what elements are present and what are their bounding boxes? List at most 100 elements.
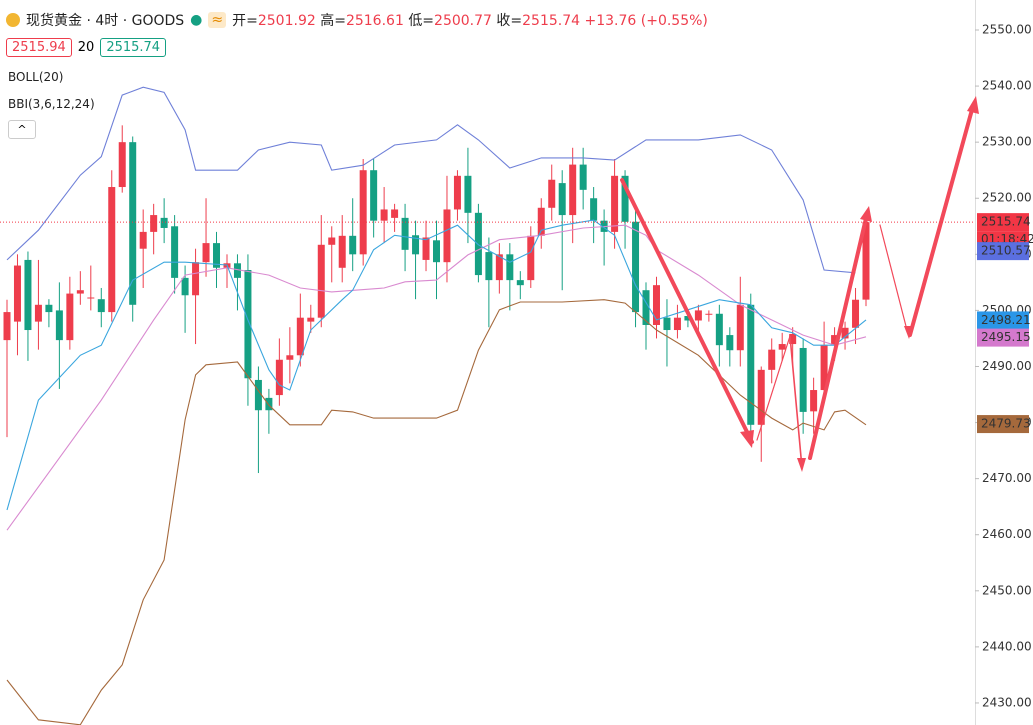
candle-body [810,390,818,412]
indicator-line [6,299,867,725]
candle-body [757,369,765,425]
y-tick-label: 2520.00 [982,191,1032,205]
price-tag [977,242,1029,261]
candle-body [747,304,755,425]
y-tick-label: 2460.00 [982,527,1032,541]
candle-body [768,349,776,370]
candle-body [370,170,378,221]
candle-body [715,313,723,346]
candle-body [726,335,734,351]
price-tag-label: 2510.57 [981,244,1031,258]
collapse-button[interactable]: ^ [8,120,36,139]
candle-body [537,207,545,236]
candle-body [129,142,137,305]
candle-body [495,254,503,281]
candle-body [673,317,681,331]
candle-body [611,175,619,232]
candle-body [736,304,744,351]
ask[interactable]: 2515.74 [100,38,167,57]
candle-body [652,285,660,325]
candle-body [338,235,346,268]
y-tick-label: 2550.00 [982,23,1032,37]
plot [3,86,870,725]
candle-body [391,209,399,218]
candle-body [433,240,440,263]
candle-body [820,345,828,391]
candle-body [621,175,629,222]
price-tag-label: 2479.73 [981,417,1031,431]
candle-body [663,317,671,331]
candle-body [558,183,566,216]
candle-body [579,164,587,190]
candle-body [139,231,147,249]
candle-body [474,212,482,276]
symbol: 现货黄金 · 4时 · GOODS [26,13,185,29]
ohlc: 开=2501.92 高=2516.61 低=2500.77 收=2515.74 … [232,10,708,30]
candle-body [66,293,74,341]
candle-body [862,222,870,300]
candle-body [548,179,556,208]
indicator-line [6,86,856,274]
candle-body [317,244,325,318]
bid[interactable]: 2515.94 [6,38,72,57]
candle-body [778,344,786,350]
candle-body [55,310,63,341]
candle-body [453,175,461,210]
y-tick-label: 2540.00 [982,79,1032,93]
candle-body [76,290,84,294]
candle-body [13,265,21,322]
indicator[interactable]: BBI(3,6,12,24) [8,97,95,111]
candle-body [506,254,514,281]
candle-body [34,304,42,322]
candle-body [485,252,493,281]
delay-icon[interactable]: ≈ [208,12,227,28]
candle-body [569,164,577,216]
candle-body [412,235,420,255]
y-tick-label: 2430.00 [982,695,1032,709]
candle-body [349,235,357,255]
ohlc-label: 开= [232,13,258,29]
ohlc-value: 2515.74 [522,13,581,29]
status-dot: ● [190,12,203,28]
ohlc-label: 高= [320,13,346,29]
candle-body [307,317,315,322]
candle-body [841,327,849,339]
candle-body [171,226,179,278]
candle-body [443,209,451,263]
candle-body [642,290,650,325]
price-tag [977,213,1029,232]
candle-body [831,335,839,346]
candle-body [150,215,158,232]
candle-body [359,170,367,255]
candle-body [328,237,336,245]
candle-body [694,310,702,321]
candle-body [160,217,168,228]
indicator-line [6,219,867,511]
candle-body [799,347,807,412]
spread: 20 [77,40,95,55]
y-tick-label: 2530.00 [982,135,1032,149]
indicator[interactable]: BOLL(20) [8,70,64,84]
change: +13.76 (+0.55%) [584,13,708,29]
candle-body [265,397,273,411]
candle-body [380,209,388,221]
candle-body [45,304,53,313]
candle-body [97,299,105,313]
candle-body [244,270,252,379]
candle-body [852,299,860,328]
ohlc-label: 低= [408,13,435,29]
ohlc-value: 2501.92 [257,13,316,29]
quote-row: 2515.94 20 2515.74 [6,38,167,57]
candle-body [464,175,472,213]
candle-body [789,333,797,345]
candle-body [516,280,524,286]
candle-body [24,259,32,331]
candle-body [527,235,535,281]
y-tick-label: 2470.00 [982,471,1032,485]
candle-body [275,359,283,396]
candle-body [705,313,713,315]
candle-body [118,142,126,188]
candle-body [422,237,430,260]
